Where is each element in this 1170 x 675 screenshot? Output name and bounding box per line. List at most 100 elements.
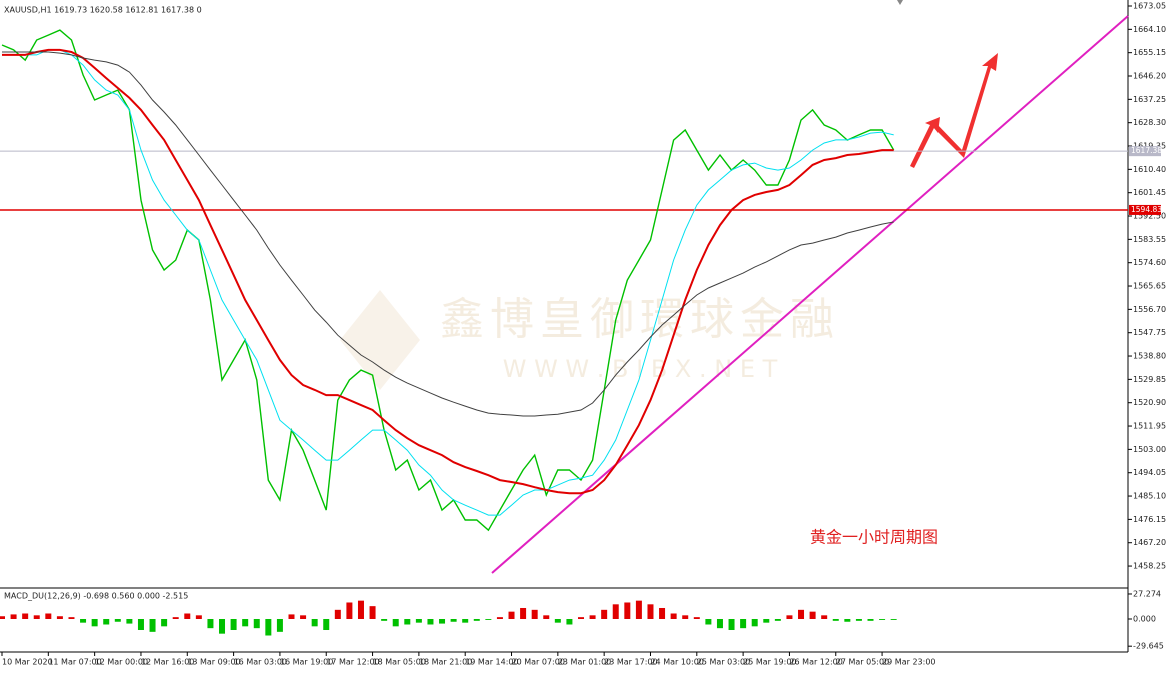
macd-bar (195, 615, 202, 619)
macd-bar (253, 618, 260, 629)
macd-bar (300, 615, 307, 619)
x-tick-label: 27 Mar 05:00 (836, 658, 889, 667)
macd-bar (230, 618, 237, 631)
macd-bar (462, 618, 469, 623)
macd-bar (172, 617, 179, 619)
macd-bar (578, 617, 584, 619)
macd-bar (184, 613, 191, 619)
macd-bar (844, 618, 851, 622)
macd-bar (798, 609, 805, 619)
macd-bar (832, 618, 839, 621)
macd-bar (288, 614, 295, 619)
x-tick-label: 12 Mar 16:00 (141, 658, 194, 667)
macd-bar (91, 618, 98, 627)
series-line (2, 49, 894, 516)
y-tick-label: 1494.05 (1133, 468, 1166, 477)
y-tick-label: 1655.15 (1133, 48, 1166, 57)
x-tick-label: 13 Mar 09:00 (187, 658, 240, 667)
arrow (932, 53, 998, 158)
y-tick-label: 1601.45 (1133, 188, 1166, 197)
macd-bar (392, 618, 399, 627)
x-tick-label: 20 Mar 07:00 (512, 658, 565, 667)
macd-bar (601, 609, 608, 619)
macd-bar (33, 615, 40, 619)
y-tick-label: 1476.15 (1133, 515, 1166, 524)
macd-bar (890, 618, 897, 620)
x-tick-label: 17 Mar 12:00 (326, 658, 379, 667)
macd-bar (357, 600, 364, 619)
y-tick-label: 1574.60 (1133, 258, 1166, 267)
macd-bar (705, 618, 712, 625)
macd-y-tick-label: -29.645 (1133, 642, 1164, 651)
macd-bar (0, 616, 5, 619)
macd-bar (276, 618, 283, 632)
y-tick-label: 1619.35 (1133, 142, 1166, 151)
x-tick-label: 10 Mar 2020 (2, 658, 53, 667)
y-tick-label: 1511.95 (1133, 422, 1166, 431)
macd-bar (589, 615, 596, 619)
y-tick-label: 1529.85 (1133, 375, 1166, 384)
price-label-box (1129, 146, 1161, 157)
macd-bar (508, 611, 515, 619)
x-tick-label: 24 Mar 10:00 (650, 658, 703, 667)
macd-bar (369, 606, 376, 619)
watermark: 鑫博皇御環球金融 (440, 294, 840, 345)
macd-bar (265, 618, 272, 636)
y-tick-label: 1520.90 (1133, 398, 1166, 407)
price-label-box (1129, 204, 1161, 215)
macd-bar (786, 615, 793, 619)
macd-bar (450, 618, 457, 622)
y-tick-label: 1637.25 (1133, 95, 1166, 104)
trend-line (491, 15, 1129, 574)
macd-bar (219, 618, 226, 634)
macd-bar (751, 618, 758, 627)
x-tick-label: 29 Mar 23:00 (882, 658, 935, 667)
macd-bar (543, 615, 550, 619)
macd-bar (22, 613, 29, 619)
macd-bar (647, 604, 654, 619)
y-tick-label: 1538.80 (1133, 352, 1166, 361)
y-tick-label: 1485.10 (1133, 492, 1166, 501)
y-tick-label: 1646.20 (1133, 72, 1166, 81)
macd-bar (867, 618, 874, 621)
y-tick-label: 1467.20 (1133, 538, 1166, 547)
macd-bar (809, 611, 816, 619)
macd-bar (114, 618, 121, 622)
macd-bar (415, 618, 422, 623)
annotation: 黄金一小时周期图 (810, 528, 938, 547)
y-tick-label: 1556.70 (1133, 305, 1166, 314)
x-tick-label: 16 Mar 19:00 (280, 658, 333, 667)
macd-bar (311, 618, 318, 627)
macd-bar (137, 618, 144, 631)
macd-bar (161, 618, 168, 627)
y-tick-label: 1673.05 (1133, 1, 1166, 10)
macd-bar (381, 618, 388, 621)
y-tick-label: 1628.30 (1133, 118, 1166, 127)
watermark-url: W W W . B I B X . N E T (503, 355, 778, 383)
macd-bar (763, 618, 770, 623)
y-tick-label: 1664.10 (1133, 25, 1166, 34)
macd-bar (659, 607, 666, 619)
x-tick-label: 23 Mar 17:00 (604, 658, 657, 667)
arrow (910, 117, 940, 168)
macd-header: MACD_DU(12,26,9) -0.698 0.560 0.000 -2.5… (4, 592, 188, 601)
macd-bar (473, 618, 480, 621)
macd-bar (10, 614, 17, 619)
macd-bar (693, 617, 700, 619)
macd-bar (740, 618, 747, 629)
y-tick-label: 1547.75 (1133, 328, 1166, 337)
y-tick-label: 1503.00 (1133, 445, 1166, 454)
macd-bar (149, 618, 156, 632)
macd-bar (716, 618, 723, 629)
macd-bar (531, 609, 538, 619)
macd-bar (439, 618, 446, 624)
macd-bar (346, 602, 353, 619)
macd-bar (45, 613, 52, 619)
x-tick-label: 11 Mar 07:00 (48, 658, 101, 667)
x-tick-label: 12 Mar 00:00 (95, 658, 148, 667)
y-tick-label: 1592.50 (1133, 212, 1166, 221)
macd-y-tick-label: 27.274 (1133, 589, 1161, 598)
x-tick-label: 25 Mar 19:00 (743, 658, 796, 667)
macd-bar (879, 618, 886, 620)
